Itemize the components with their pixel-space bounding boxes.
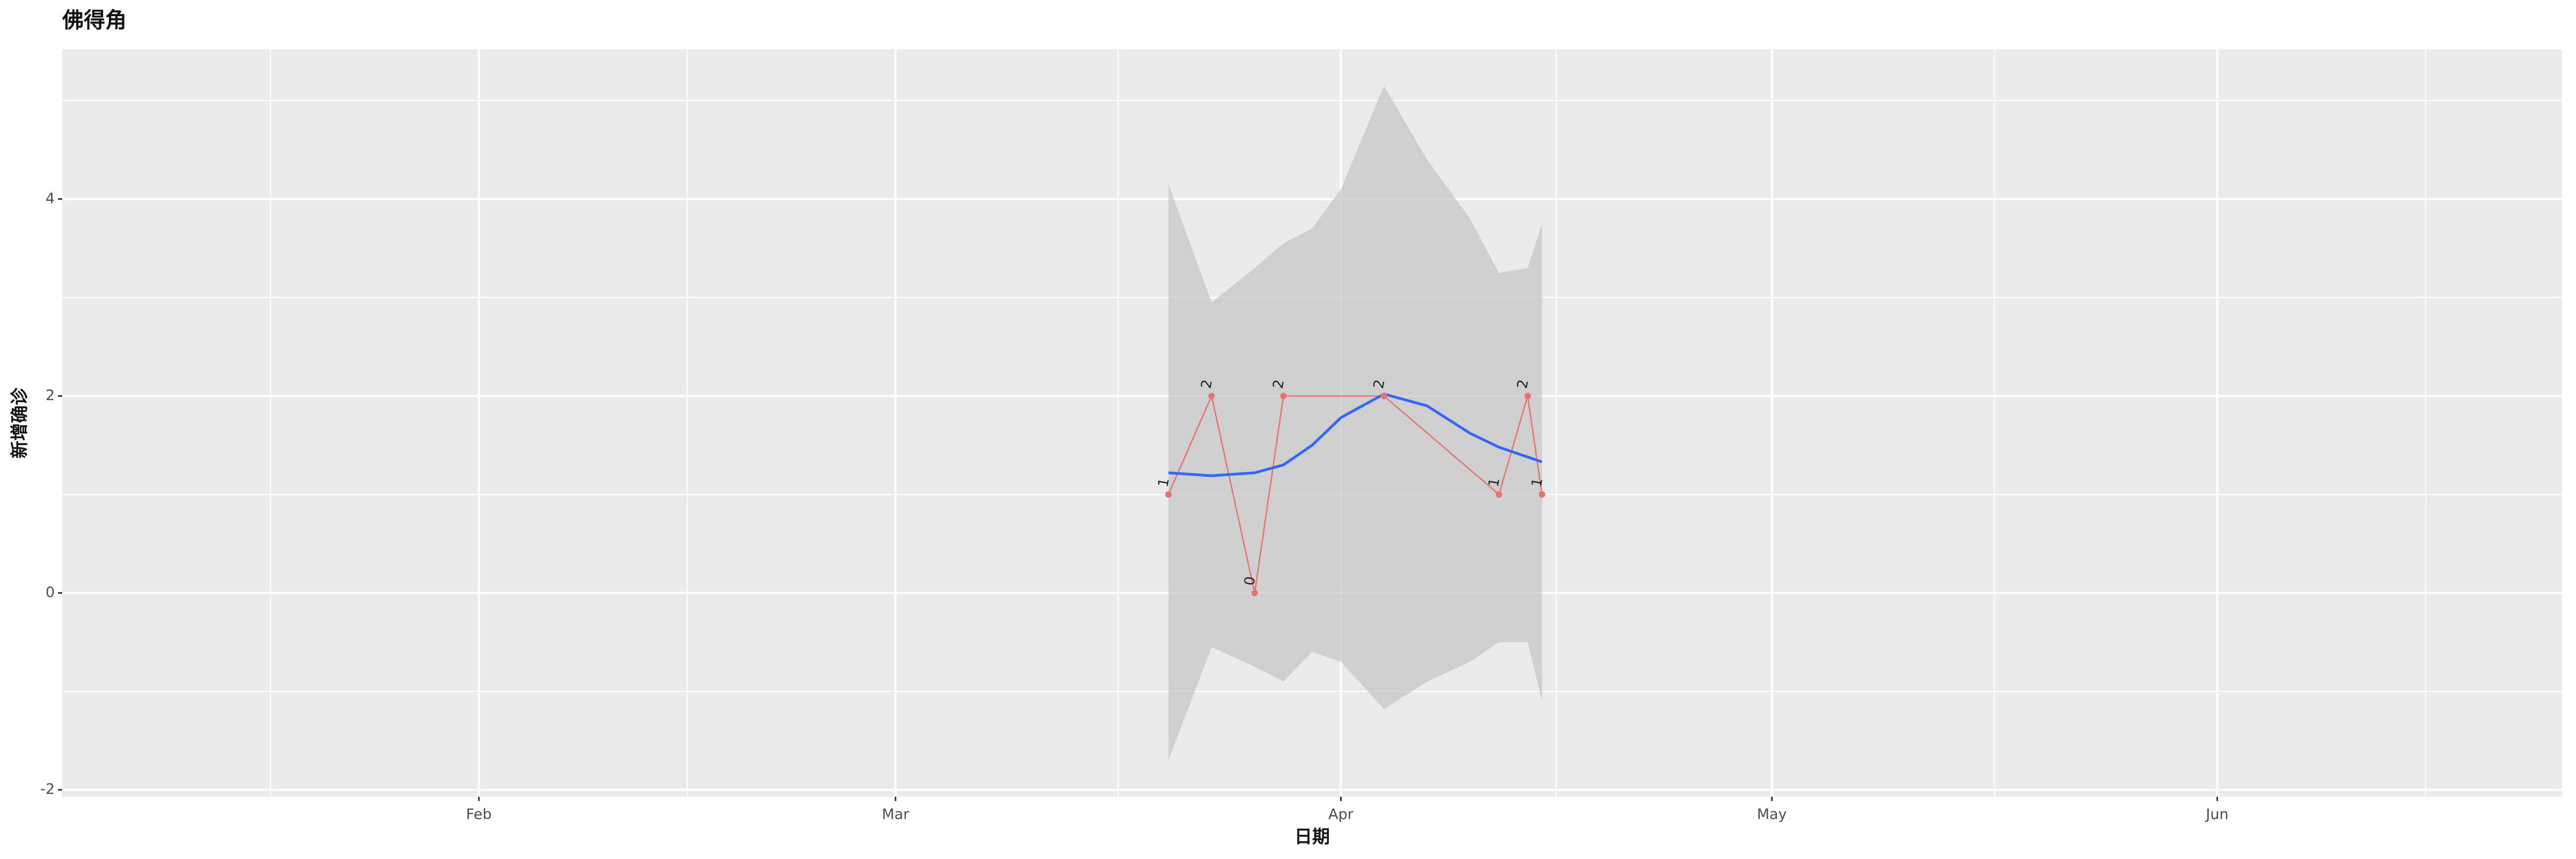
data-point xyxy=(1208,392,1215,399)
data-label: 2 xyxy=(1514,378,1532,390)
x-tick-label: Apr xyxy=(1328,806,1354,823)
data-point xyxy=(1524,392,1531,399)
data-label: 1 xyxy=(1485,477,1503,489)
data-point xyxy=(1165,491,1172,498)
chart-title: 佛得角 xyxy=(62,8,127,33)
confidence-band xyxy=(1168,85,1542,761)
data-label: 1 xyxy=(1155,477,1173,489)
data-label: 2 xyxy=(1371,378,1388,390)
x-tick-label: Mar xyxy=(882,806,910,823)
y-tick-label: 0 xyxy=(46,584,55,601)
y-tick-label: -2 xyxy=(40,781,55,798)
data-point xyxy=(1539,491,1546,498)
x-tick-label: Jun xyxy=(2205,806,2228,823)
data-point xyxy=(1496,491,1503,498)
x-tick-label: May xyxy=(1757,806,1787,823)
y-axis-label: 新增确诊 xyxy=(9,387,30,458)
x-axis-label: 日期 xyxy=(1294,826,1330,847)
data-point xyxy=(1380,392,1387,399)
data-point xyxy=(1280,392,1287,399)
y-tick-label: 2 xyxy=(46,387,55,404)
y-tick-label: 4 xyxy=(46,190,55,207)
data-label: 2 xyxy=(1270,378,1287,390)
data-label: 0 xyxy=(1241,576,1258,587)
data-line xyxy=(1168,394,1543,593)
data-label: 2 xyxy=(1198,378,1216,390)
smooth-line xyxy=(1168,392,1543,477)
x-tick-label: Feb xyxy=(466,806,492,823)
data-point xyxy=(1251,589,1258,596)
data-label: 1 xyxy=(1529,477,1546,489)
